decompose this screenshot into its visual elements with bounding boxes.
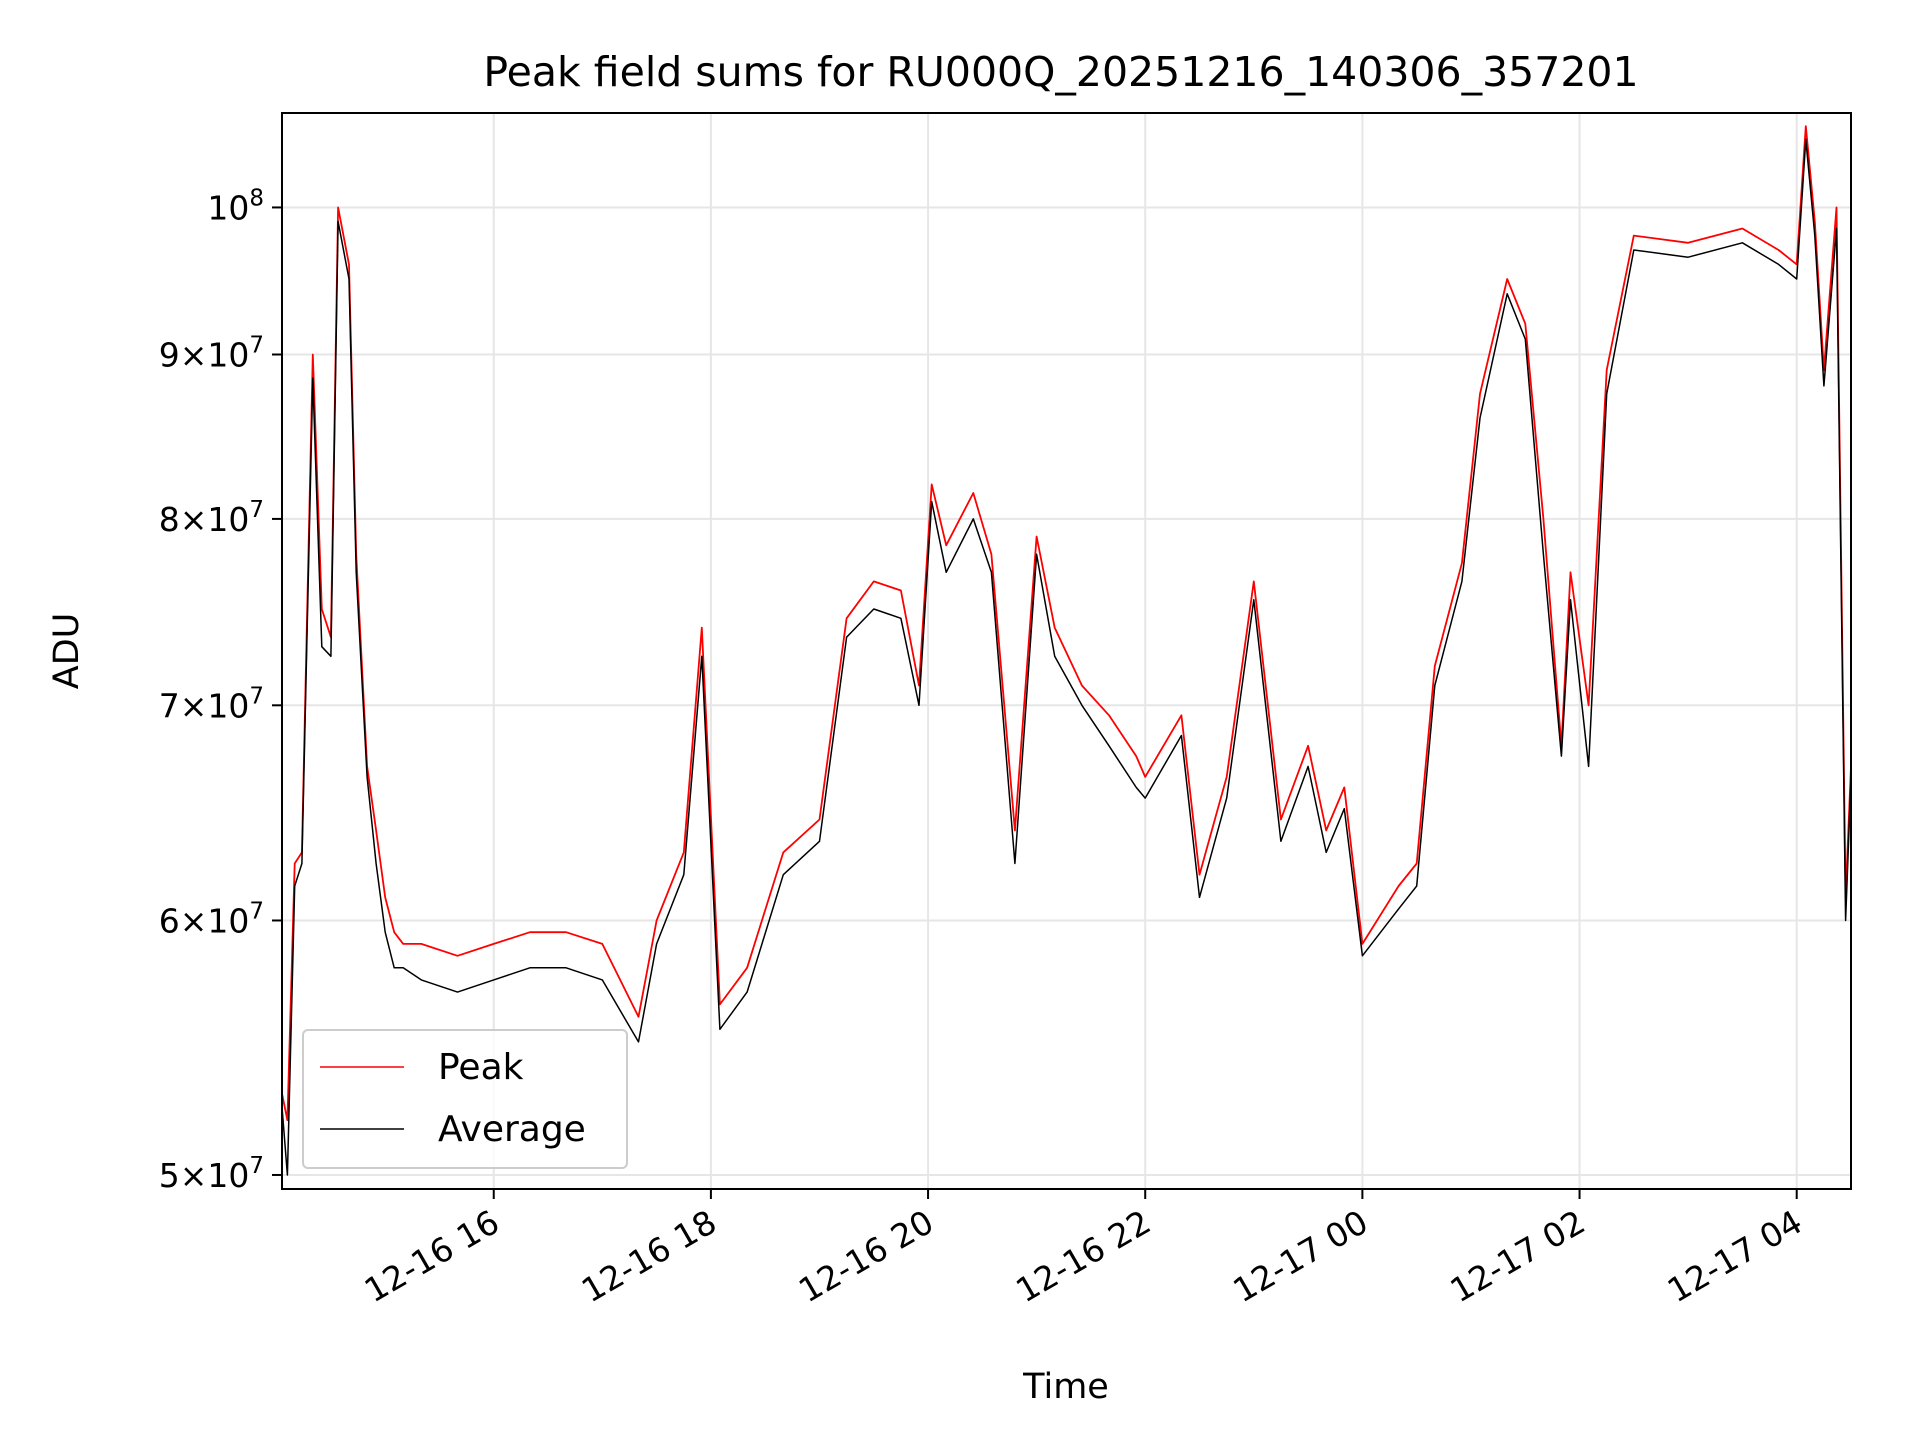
y-tick-label: 7×107 [159,683,264,725]
y-tick-base: 6×10 [159,901,250,940]
y-tick-label: 108 [207,185,264,227]
y-tick-exponent: 7 [249,333,264,359]
x-axis-label: Time [1022,1367,1109,1407]
series-layer [282,125,1851,1176]
y-tick-label: 5×107 [159,1153,264,1195]
y-tick-exponent: 8 [249,185,264,211]
y-tick-exponent: 7 [249,1153,264,1179]
series-line-peak [282,125,1851,1122]
y-tick-base: 10 [207,188,249,227]
y-tick-exponent: 7 [249,683,264,709]
y-tick-base: 7×10 [159,686,250,725]
legend-label-average: Average [438,1109,586,1150]
y-tick-base: 8×10 [159,500,250,539]
y-tick-label: 9×107 [159,333,264,375]
series-line-average [282,138,1851,1176]
legend: Peak Average [302,1029,628,1169]
y-tick-label: 8×107 [159,497,264,539]
y-tick-exponent: 7 [249,497,264,523]
legend-box [302,1029,628,1169]
y-tick-label: 6×107 [159,898,264,940]
y-tick-base: 5×10 [159,1156,250,1195]
legend-label-peak: Peak [438,1047,524,1088]
y-tick-exponent: 7 [249,898,264,924]
chart-title: Peak field sums for RU000Q_20251216_1403… [483,48,1638,96]
plot-area-frame [281,112,1852,1190]
y-axis-label: ADU [47,613,87,690]
y-tick-base: 9×10 [159,336,250,375]
